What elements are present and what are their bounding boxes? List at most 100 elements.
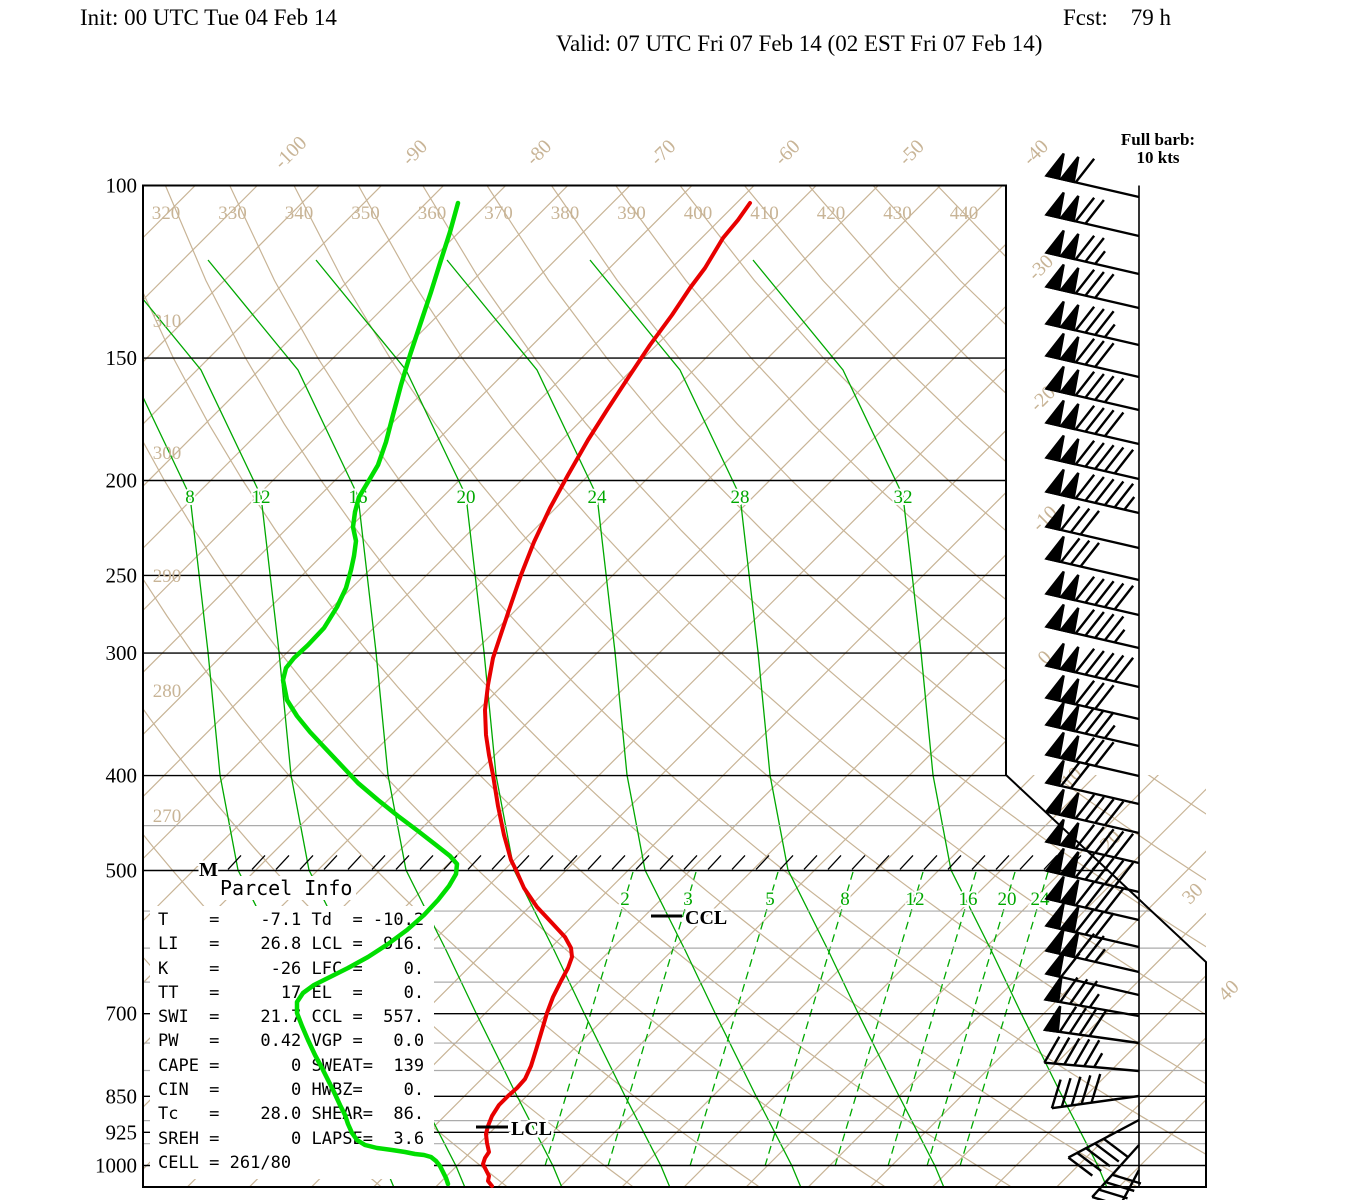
wind-barb	[1044, 927, 1140, 974]
wind-barb	[1044, 570, 1140, 617]
wind-barb	[1050, 1073, 1140, 1110]
isotherm-line	[143, 185, 942, 1187]
moist-adiabat-label: 24	[588, 487, 608, 508]
wind-barb	[1067, 1118, 1140, 1177]
hatch-tick	[491, 855, 506, 870]
wind-barb-pennant	[1044, 875, 1065, 904]
moist-adiabat-label: 32	[894, 487, 913, 508]
isotherm-line	[143, 185, 631, 1187]
isotherm-line	[370, 185, 1206, 1187]
wind-barb-full	[1103, 859, 1125, 885]
wind-barb-full	[1074, 575, 1096, 602]
wind-barb-column	[1042, 152, 1142, 1200]
hatch-tick	[275, 855, 290, 870]
wind-barb-full	[1084, 935, 1105, 961]
hatch-tick	[515, 855, 530, 870]
wind-barb	[1044, 229, 1140, 276]
dry-adiabat-label: 360	[418, 203, 447, 224]
wind-barb-pennant	[1058, 906, 1080, 934]
wind-barb-pennant	[1044, 300, 1065, 329]
dry-adiabat-label: 370	[484, 203, 513, 224]
wind-barb-full	[1074, 268, 1096, 295]
wind-barb-staff	[1091, 1144, 1140, 1198]
ccl-marker-label: CCL	[685, 907, 727, 929]
pressure-label: 925	[106, 1120, 138, 1144]
wind-barb-full	[1094, 828, 1115, 854]
wind-barb-full	[1103, 377, 1125, 403]
hatch-tick	[395, 855, 410, 870]
wind-barb-full	[1084, 442, 1105, 468]
wind-barb-full	[1094, 273, 1115, 299]
wind-barb-pennant	[1044, 788, 1065, 817]
wind-barb-pennant	[1044, 847, 1065, 876]
wind-barb-full	[1067, 1156, 1094, 1177]
wind-barb-full	[1103, 480, 1125, 506]
mixing-ratio-label: 24	[1031, 889, 1051, 910]
wind-barb	[1044, 788, 1140, 835]
dry-adiabat-label: 280	[153, 681, 182, 702]
wind-barb-full	[1094, 613, 1115, 639]
wind-barb-full	[1103, 800, 1125, 826]
wind-barb-pennant	[1044, 152, 1065, 181]
wind-barb-full	[1113, 482, 1135, 509]
wind-barb-pennant	[1058, 735, 1080, 763]
hatch-tick	[683, 855, 698, 870]
wind-barb-pennant	[1043, 975, 1063, 1004]
wind-barb	[1044, 731, 1140, 778]
hatch-tick	[995, 855, 1010, 870]
dry-adiabat-label: 320	[152, 203, 181, 224]
pressure-label: 100	[106, 174, 138, 198]
isotherm-line	[143, 185, 756, 1187]
wind-barb-staff	[1051, 1094, 1140, 1110]
wind-barb-pennant	[1058, 851, 1080, 879]
wind-barb-full	[1074, 679, 1096, 706]
wind-barb-full	[1084, 682, 1105, 708]
hatch-tick	[587, 855, 602, 870]
wind-barb-pennant	[1058, 438, 1080, 466]
mixing-ratio-label: 5	[765, 889, 775, 910]
wind-barb-full	[1094, 652, 1115, 678]
isotherm-line	[143, 185, 880, 1187]
moist-adiabat-label: 28	[731, 487, 750, 508]
wind-barb-pennant	[1058, 792, 1080, 820]
wind-barb	[1044, 701, 1140, 748]
wind-barb	[1042, 1005, 1140, 1045]
dry-adiabat-line	[164, 185, 1137, 1187]
hatch-tick	[347, 855, 362, 870]
dry-adiabat-label: 380	[551, 203, 580, 224]
wind-barb-pennant	[1058, 879, 1080, 907]
wind-barb-full	[1069, 763, 1091, 789]
wind-barb-full	[1084, 796, 1105, 822]
isotherm-line	[143, 185, 321, 1187]
wind-barb	[1044, 759, 1140, 806]
wind-barb	[1043, 1036, 1140, 1073]
wind-barb-full	[1084, 476, 1105, 502]
wind-barb-full	[1094, 741, 1115, 767]
mixing-ratio-label: 2	[620, 889, 630, 910]
isotherm-line	[432, 185, 1206, 1187]
dry-adiabat-line	[143, 185, 1011, 1187]
hatch-tick	[371, 855, 386, 870]
m-marker: M	[199, 859, 218, 881]
isotherm-line	[866, 185, 1206, 1187]
wind-barb	[1044, 468, 1140, 515]
wind-barb-full	[1103, 582, 1125, 608]
isotherm-line	[143, 185, 569, 1187]
wind-barb-full	[1094, 684, 1115, 710]
wind-barb-legend: Full barb: 10 kts	[1098, 131, 1218, 167]
wind-barb-full	[1085, 1147, 1111, 1168]
wind-barb	[1044, 399, 1140, 446]
wind-barb-full	[1060, 537, 1081, 563]
parcel-info-title: Parcel Info	[216, 876, 357, 900]
wind-barb-pennant	[1058, 931, 1080, 959]
wind-barb-full	[1074, 337, 1096, 364]
wind-barb-full	[1060, 505, 1081, 531]
wind-barb-pennant	[1044, 535, 1065, 564]
wind-barb	[1044, 818, 1140, 865]
wind-barb-full	[1058, 1006, 1078, 1033]
wind-barb-pennant	[1058, 267, 1080, 295]
isotherm-line	[742, 185, 1206, 1187]
wind-barb-half	[1123, 496, 1136, 511]
sounding-curves	[280, 200, 752, 1188]
wind-barb-full	[1074, 157, 1096, 184]
